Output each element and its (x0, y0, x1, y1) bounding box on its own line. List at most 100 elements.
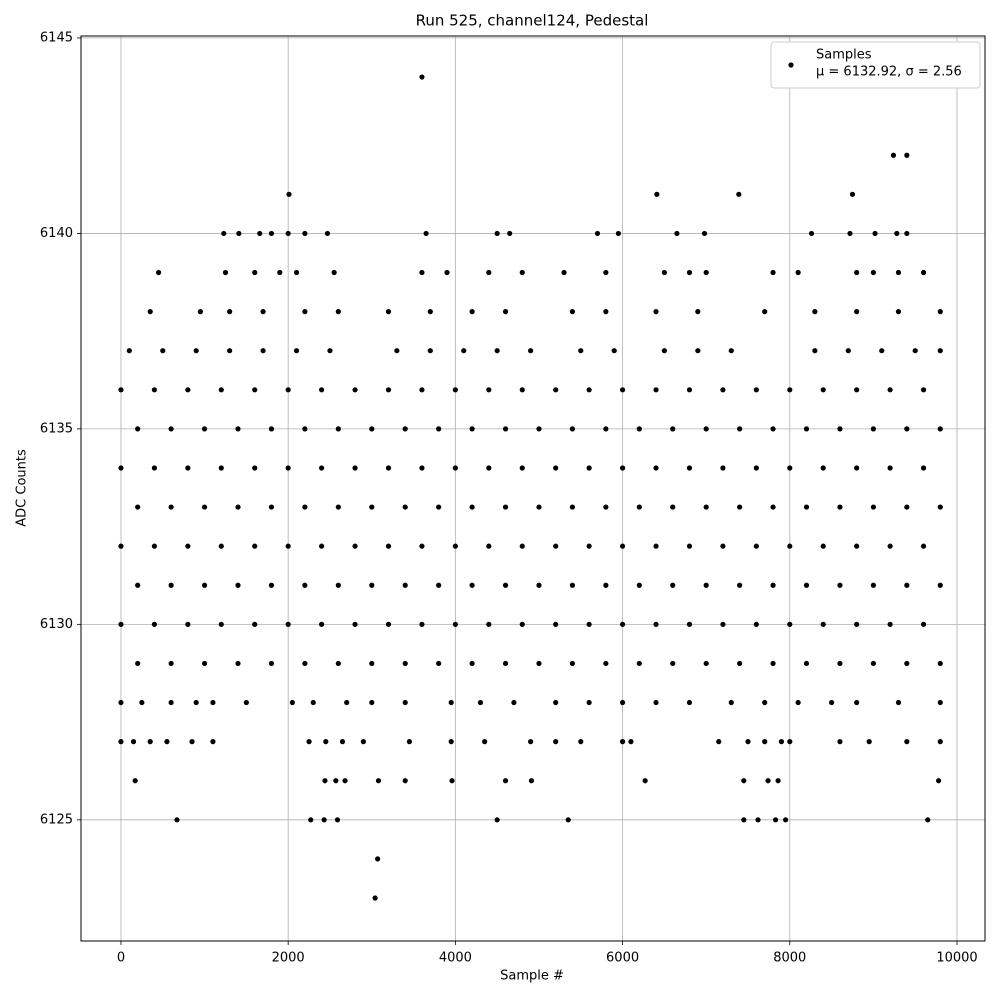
point (469, 504, 475, 510)
point (837, 426, 843, 432)
point (695, 309, 701, 315)
point (741, 817, 747, 823)
point (322, 778, 328, 784)
point (507, 230, 513, 237)
point (720, 621, 726, 627)
point (252, 269, 258, 276)
point (227, 309, 233, 315)
point (201, 426, 208, 432)
point (519, 387, 525, 393)
point (536, 660, 542, 667)
point (586, 465, 592, 471)
point (339, 739, 346, 745)
point (686, 269, 693, 276)
point (519, 621, 525, 627)
point (319, 621, 325, 627)
point (636, 582, 642, 588)
point (937, 348, 943, 354)
point (469, 582, 475, 588)
point (628, 739, 634, 745)
point (260, 348, 266, 354)
point (310, 699, 316, 706)
point (118, 465, 124, 471)
point (402, 699, 408, 706)
point (130, 739, 137, 745)
point (720, 465, 726, 471)
point (619, 739, 626, 745)
point (670, 504, 676, 510)
point (444, 269, 450, 276)
point (653, 621, 659, 627)
point (235, 582, 241, 588)
point (753, 465, 759, 471)
point (519, 543, 525, 549)
point (895, 699, 902, 706)
point (164, 739, 170, 745)
point (854, 621, 860, 627)
point (469, 309, 475, 315)
point (189, 739, 195, 745)
point (155, 269, 162, 276)
point (820, 387, 826, 393)
point (895, 309, 902, 315)
point (653, 309, 659, 315)
point (486, 543, 492, 549)
point (218, 543, 224, 549)
point (360, 739, 367, 745)
point (227, 348, 233, 354)
point (937, 660, 943, 667)
point (319, 387, 325, 393)
point (308, 817, 314, 823)
point (837, 504, 843, 510)
point (536, 504, 542, 510)
point (783, 817, 789, 823)
point (419, 387, 425, 393)
point (147, 309, 153, 315)
point (642, 778, 648, 784)
point (293, 269, 300, 276)
point (486, 465, 492, 471)
point (285, 387, 291, 393)
point (870, 269, 876, 276)
point (289, 699, 295, 706)
point (352, 465, 358, 471)
point (168, 660, 174, 667)
point (302, 582, 308, 588)
point (920, 543, 927, 549)
point (674, 230, 680, 237)
point (728, 348, 734, 354)
point (118, 621, 124, 627)
point (849, 191, 856, 197)
point (904, 426, 910, 432)
point (285, 230, 291, 237)
point (419, 269, 425, 276)
point (185, 621, 191, 627)
point (344, 699, 350, 706)
point (352, 387, 358, 393)
point (268, 504, 275, 510)
point (448, 739, 454, 745)
point (803, 426, 810, 432)
point (808, 230, 815, 237)
point (586, 699, 592, 706)
point (569, 309, 576, 315)
point (803, 504, 810, 510)
point (286, 191, 292, 197)
point (126, 348, 132, 354)
point (319, 465, 325, 471)
point (703, 582, 709, 588)
point (703, 660, 709, 667)
point (482, 739, 488, 745)
point (565, 817, 571, 823)
point (904, 582, 910, 588)
point (369, 426, 375, 432)
point (528, 739, 534, 745)
point (385, 309, 392, 315)
point (319, 543, 325, 549)
point (528, 778, 535, 784)
point (720, 543, 726, 549)
point (452, 621, 458, 627)
point (937, 504, 943, 510)
point (937, 426, 943, 432)
point (787, 739, 793, 745)
